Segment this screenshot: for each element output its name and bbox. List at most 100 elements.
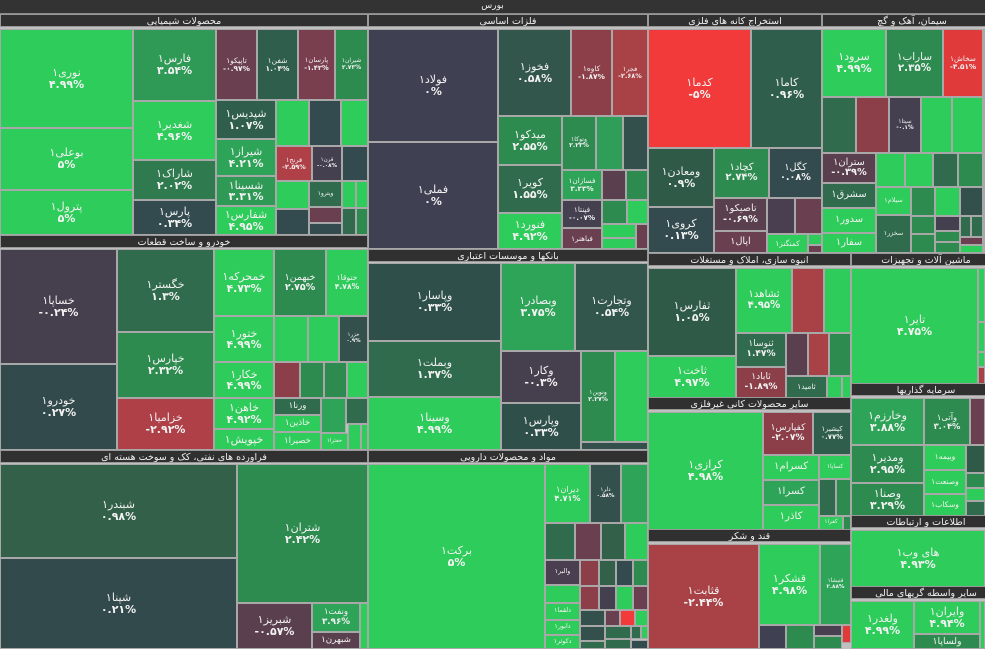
stock-tile[interactable]: خبهمن۱ ۲.۷۵%: [274, 249, 326, 316]
stock-tile[interactable]: کویر۱ ۱.۵۵%: [498, 165, 562, 213]
stock-tile-small[interactable]: [767, 198, 795, 234]
stock-tile[interactable]: شیراز۱ ۴.۲۱%: [216, 139, 276, 176]
stock-tile[interactable]: ومدیر۱ ۲.۹۵%: [851, 445, 924, 483]
stock-tile[interactable]: فخوز۱ ۰.۵۸%: [498, 29, 571, 116]
sector-header[interactable]: محصولات شیمیایی: [0, 14, 368, 27]
stock-tile-small[interactable]: [631, 626, 641, 639]
stock-tile[interactable]: وآتی۱ ۳.۰۴%: [924, 398, 970, 445]
stock-tile-small[interactable]: [759, 625, 786, 649]
sector-header[interactable]: اطلاعات و ارتباطات: [851, 515, 985, 528]
stock-tile-small[interactable]: [808, 234, 822, 245]
stock-tile-small[interactable]: [935, 216, 960, 231]
stock-tile-small[interactable]: [970, 398, 985, 445]
stock-tile-small[interactable]: [960, 237, 983, 245]
stock-tile[interactable]: کساپا۱: [819, 455, 851, 479]
stock-tile[interactable]: بوعلی۱ ۵%: [0, 128, 133, 190]
stock-tile[interactable]: کفرا۱: [819, 516, 843, 530]
stock-tile-small[interactable]: [602, 238, 636, 249]
stock-tile-small[interactable]: [978, 352, 985, 367]
stock-tile-small[interactable]: [602, 224, 636, 238]
stock-tile-small[interactable]: [958, 153, 983, 187]
stock-tile-small[interactable]: [580, 560, 599, 586]
stock-tile[interactable]: شاراک۱ ۲.۰۲%: [133, 160, 216, 200]
stock-tile-small[interactable]: [824, 268, 851, 333]
stock-tile-small[interactable]: [842, 625, 851, 643]
stock-tile[interactable]: ورنا۱: [274, 398, 321, 415]
stock-tile[interactable]: شبندر۱ ۰.۹۸%: [0, 464, 237, 558]
stock-tile[interactable]: ختور۱ ۴.۹۹%: [214, 316, 274, 362]
stock-tile-small[interactable]: [276, 209, 309, 235]
stock-tile[interactable]: وتوکا۱ ۲.۲۳%: [562, 116, 596, 170]
stock-tile-small[interactable]: [635, 610, 648, 626]
stock-tile-small[interactable]: [616, 586, 633, 610]
stock-tile-small[interactable]: [300, 362, 324, 398]
stock-tile[interactable]: خاهن۱ ۴.۹۲%: [214, 398, 274, 429]
stock-tile[interactable]: کفپارس۱ -۲.۰۷%: [763, 412, 813, 455]
stock-tile-small[interactable]: [602, 200, 627, 224]
stock-tile[interactable]: میدکو۱ ۲.۵۵%: [498, 116, 562, 165]
stock-tile[interactable]: خزر۱ ۰.۹%: [339, 316, 368, 362]
stock-tile[interactable]: ستران۱ -۰.۳۹%: [822, 153, 876, 183]
stock-tile-small[interactable]: [342, 208, 356, 235]
sector-header[interactable]: فلزات اساسی: [368, 14, 648, 27]
stock-tile[interactable]: تاصیکو۱ -۰.۶۹%: [714, 198, 767, 231]
stock-tile-small[interactable]: [827, 376, 842, 398]
stock-tile-small[interactable]: [627, 200, 648, 224]
stock-tile[interactable]: وپاسار۱ ۰.۳۳%: [368, 263, 501, 341]
stock-tile[interactable]: پارس۱ ۰.۳۴%: [133, 200, 216, 235]
stock-tile[interactable]: کگل۱ ۰.۰۸%: [769, 148, 822, 198]
stock-tile[interactable]: خمحرکه۱ ۴.۷۳%: [214, 249, 274, 316]
sector-header[interactable]: مواد و محصولات دارویی: [368, 450, 648, 463]
stock-tile-small[interactable]: [822, 97, 856, 153]
stock-tile-small[interactable]: [621, 464, 648, 523]
stock-tile[interactable]: وپارس۱ ۰.۳۳%: [501, 403, 581, 450]
stock-tile[interactable]: کروی۱ ۰.۱۳%: [648, 207, 714, 253]
stock-tile-small[interactable]: [601, 523, 625, 560]
stock-tile[interactable]: تاپیکو۱ -۰.۹۷%: [216, 29, 257, 100]
stock-tile[interactable]: ولغدر۱ ۴.۹۹%: [851, 601, 914, 649]
stock-tile-small[interactable]: [605, 639, 631, 649]
sector-header[interactable]: بانکها و موسسات اعتباری: [368, 249, 648, 262]
stock-tile-small[interactable]: [952, 97, 983, 153]
stock-tile[interactable]: کدما۱ -۵%: [648, 29, 751, 148]
stock-tile-small[interactable]: [620, 610, 635, 626]
sector-header[interactable]: قند و شکر: [648, 529, 851, 542]
stock-tile-small[interactable]: [960, 245, 983, 253]
stock-tile-small[interactable]: [843, 516, 851, 530]
stock-tile-small[interactable]: [786, 333, 808, 376]
stock-tile[interactable]: وصنا۱ ۳.۲۹%: [851, 483, 924, 516]
stock-tile-small[interactable]: [580, 586, 599, 610]
stock-tile[interactable]: کسرام۱: [763, 455, 819, 480]
stock-tile-small[interactable]: [935, 242, 960, 253]
stock-tile-small[interactable]: [276, 181, 309, 209]
stock-tile[interactable]: وخارزم۱ ۳.۸۸%: [851, 398, 924, 445]
stock-tile[interactable]: شیران۱ ۲.۷۳%: [335, 29, 368, 100]
sector-header[interactable]: استخراج کانه های فلزی: [648, 14, 822, 27]
stock-tile[interactable]: دلقما۱: [545, 603, 580, 620]
stock-tile[interactable]: دلر۱ ۰.۵۸%: [590, 464, 621, 523]
stock-tile[interactable]: شفارس۱ ۴.۹۵%: [216, 206, 276, 235]
stock-tile-small[interactable]: [346, 398, 368, 424]
stock-tile[interactable]: شبهرن۱: [312, 632, 360, 649]
stock-tile[interactable]: وسینا۱ ۴.۹۹%: [368, 397, 501, 450]
stock-tile[interactable]: وبیمه۱: [924, 445, 966, 470]
stock-tile-small[interactable]: [580, 610, 605, 626]
stock-tile-small[interactable]: [342, 181, 356, 208]
stock-tile[interactable]: دیران۱ ۴.۷۱%: [545, 464, 590, 523]
stock-tile-small[interactable]: [829, 333, 851, 376]
stock-tile-small[interactable]: [324, 362, 347, 398]
stock-tile[interactable]: فجر۱ -۲.۶۸%: [612, 29, 648, 116]
stock-tile-small[interactable]: [356, 181, 368, 208]
stock-tile[interactable]: ثنوسا۱ ۱.۴۷%: [736, 333, 786, 367]
stock-tile[interactable]: برکت۱ ۵%: [368, 464, 545, 649]
stock-tile-small[interactable]: [605, 626, 631, 639]
stock-tile[interactable]: پترول۱ ۵%: [0, 190, 133, 235]
stock-tile[interactable]: فپنتا۱ -۰.۰۷%: [562, 200, 602, 228]
stock-tile-small[interactable]: [966, 488, 985, 501]
stock-tile[interactable]: سفار۱: [822, 233, 876, 253]
stock-tile[interactable]: والبر۱: [545, 560, 580, 585]
stock-tile-small[interactable]: [633, 586, 648, 610]
stock-tile-small[interactable]: [274, 362, 300, 398]
stock-tile-small[interactable]: [911, 216, 935, 234]
stock-tile[interactable]: ونفت۱ ۳.۹۶%: [312, 603, 360, 632]
